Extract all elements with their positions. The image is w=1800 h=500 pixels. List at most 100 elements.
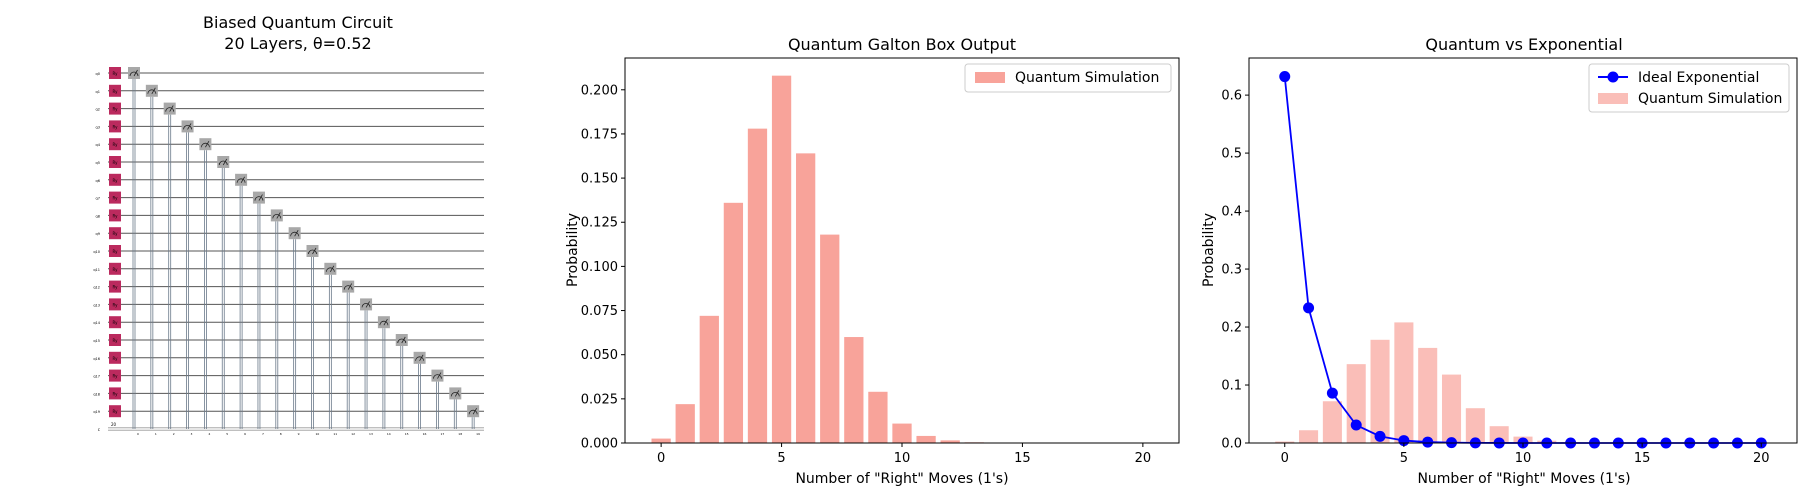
measure-meter-icon <box>272 214 282 219</box>
circuit-title: Biased Quantum Circuit <box>203 13 393 32</box>
circuit-subtitle: 20 Layers, θ=0.52 <box>224 34 371 53</box>
measure-gate <box>449 387 462 400</box>
circuit-panel: Biased Quantum Circuit 20 Layers, θ=0.52… <box>93 13 484 436</box>
ry-gate <box>109 84 121 97</box>
ry-gate <box>109 245 121 257</box>
measure-bit-index: 6 <box>244 432 246 436</box>
xtick-label: 5 <box>777 451 785 466</box>
measure-meter-icon <box>236 178 246 183</box>
ytick-label: 0.000 <box>581 437 618 452</box>
measure-bit-index: 15 <box>405 432 409 436</box>
ry-gate-label: Ry <box>113 178 119 183</box>
measure-meter-icon <box>397 338 407 344</box>
point-3 <box>1350 419 1362 431</box>
ytick-label: 0.050 <box>581 348 618 363</box>
measure-meter-icon <box>129 71 139 77</box>
ry-gate <box>109 405 121 418</box>
ry-gate <box>109 351 121 364</box>
ry-gate-label: Ry <box>113 124 119 129</box>
measure-needle-icon <box>169 105 174 112</box>
measure-gate <box>342 280 355 293</box>
bar-6 <box>1418 347 1438 443</box>
measure-bit-index: 9 <box>298 432 300 436</box>
chart1-legend: Quantum Simulation <box>964 63 1172 93</box>
qubit-label: q11 <box>93 268 100 272</box>
chart2-bars <box>1275 322 1628 443</box>
bar-7 <box>820 234 840 443</box>
ytick-label: 0.5 <box>1221 147 1242 162</box>
measure-bit-index: 19 <box>476 432 480 436</box>
measure-bit-index: 11 <box>333 432 337 436</box>
bar-3 <box>723 202 744 443</box>
chart1-bars <box>651 75 1008 443</box>
measure-bit-index: 18 <box>458 432 462 436</box>
measure-gate <box>324 262 337 275</box>
measure-meter-icon <box>343 285 353 290</box>
ytick-label: 0.200 <box>581 83 618 98</box>
ry-gate-label: Ry <box>113 160 119 165</box>
measure-meter-icon <box>361 303 371 308</box>
qubit-label: q1 <box>96 90 100 94</box>
ry-gate-label: Ry <box>113 320 119 325</box>
ry-gate <box>109 209 121 222</box>
xtick-label: 0 <box>657 451 665 466</box>
ry-gate <box>109 334 121 346</box>
bar-8 <box>1465 408 1485 443</box>
measure-gate <box>431 369 444 382</box>
bar-1 <box>1299 430 1319 443</box>
ry-gate-label: Ry <box>113 107 119 112</box>
point-4 <box>1374 430 1386 442</box>
ry-gate-label: Ry <box>113 196 119 201</box>
classical-label: c <box>98 427 100 432</box>
ry-gate <box>109 298 121 311</box>
measure-needle-icon <box>240 176 245 184</box>
qubit-label: q13 <box>93 303 100 307</box>
ytick-label: 0.3 <box>1221 263 1242 278</box>
ry-gate <box>109 316 121 329</box>
measure-bit-index: 3 <box>191 432 193 436</box>
ry-gate-label: Ry <box>113 267 119 272</box>
measure-needle-icon <box>151 87 156 95</box>
chart2-legend: Ideal Exponential Quantum Simulation <box>1588 63 1790 113</box>
measure-meter-icon <box>201 142 210 148</box>
ry-gate-label: Ry <box>113 89 119 94</box>
measure-needle-icon <box>133 69 138 77</box>
ry-gate <box>109 120 121 133</box>
measure-meter-icon <box>325 267 335 272</box>
measure-meter-icon <box>415 356 424 361</box>
bar-0 <box>651 438 671 443</box>
measure-bit-index: 16 <box>423 432 427 436</box>
chart1-xlabel: Number of "Right" Moves (1's) <box>795 471 1008 487</box>
qubit-label: q3 <box>96 125 100 129</box>
qubit-label: q0 <box>96 72 100 76</box>
measure-gate <box>145 84 158 97</box>
ry-gate <box>109 138 121 151</box>
point-2 <box>1326 387 1338 399</box>
measure-gate <box>413 351 426 364</box>
measure-gate <box>377 316 390 329</box>
measure-needle-icon <box>276 212 281 219</box>
measure-needle-icon <box>419 354 424 362</box>
qubit-label: q2 <box>96 108 100 112</box>
xtick-label: 20 <box>1135 451 1152 466</box>
bar-3 <box>1346 364 1366 443</box>
chart2-legend-label-line: Ideal Exponential <box>1638 70 1759 86</box>
ry-gate-label: Ry <box>113 71 119 76</box>
chart2-title: Quantum vs Exponential <box>1425 35 1622 54</box>
qubit-label: q14 <box>93 321 100 325</box>
bar-9 <box>1489 426 1509 443</box>
qubit-label: q18 <box>93 392 100 396</box>
xtick-label: 5 <box>1400 451 1408 466</box>
measure-bit-index: 13 <box>369 432 373 436</box>
qubit-label: q17 <box>93 375 100 379</box>
measure-gate <box>181 120 194 133</box>
chart2-ylabel: Probability <box>1201 213 1217 287</box>
ry-gate-label: Ry <box>113 374 119 379</box>
bar-0 <box>1275 441 1295 443</box>
bar-2 <box>1322 401 1342 443</box>
ry-gate <box>109 156 121 168</box>
bar-11 <box>916 435 936 443</box>
measure-meter-icon <box>218 160 228 166</box>
measure-gate <box>163 102 176 115</box>
